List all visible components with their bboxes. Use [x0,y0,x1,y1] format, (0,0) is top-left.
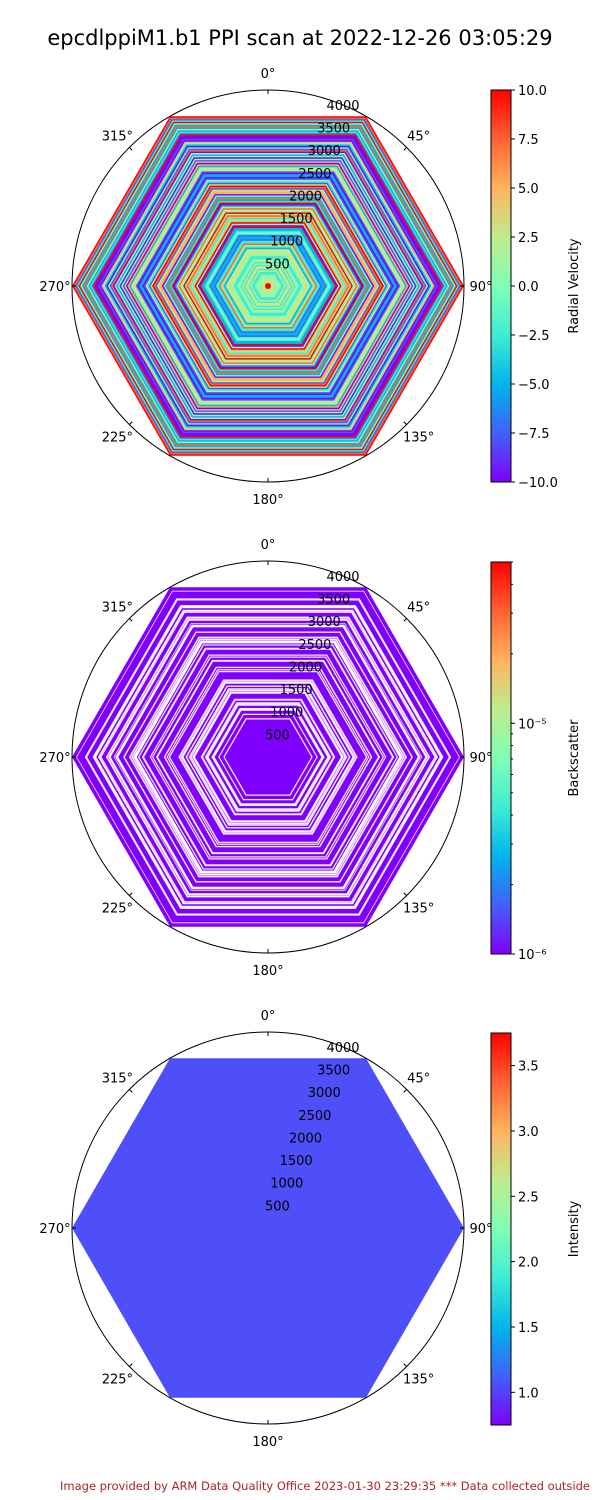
angle-tick [129,618,133,622]
radial-tick-label: 1000 [270,706,303,721]
colorbar-tick-label: 2.5 [518,1190,539,1205]
footer-credit: Image provided by ARM Data Quality Offic… [60,1479,590,1493]
radial-tick-label: 500 [265,257,290,272]
angle-label: 180° [252,1435,283,1450]
radial-tick-label: 3500 [317,122,350,137]
angle-label: 135° [403,1373,434,1388]
angle-label: 45° [407,600,430,615]
radial-tick-label: 2000 [289,189,322,204]
angle-label: 270° [39,751,70,766]
radial-tick-label: 1000 [270,1177,303,1192]
angle-label: 180° [252,964,283,979]
angle-tick [403,618,407,622]
ppi-panel-2: 0° 45° 90° 135° 180° 225° 270° 315° 500 1000 1500 2… [39,538,582,979]
ppi-data-area [72,1058,464,1398]
colorbar-tick-label: −5.0 [518,378,550,393]
radial-tick-label: 1500 [280,1154,313,1169]
radial-tick-label: 4000 [326,570,359,585]
colorbar-tick-label: 1.5 [518,1321,539,1336]
angle-label: 270° [39,1222,70,1237]
velocity-center [265,283,271,289]
colorbar-tick-label: 5.0 [518,182,539,197]
angle-label: 225° [102,431,133,446]
colorbar [490,1032,512,1426]
angle-label: 180° [252,493,283,508]
radial-tick-label: 500 [265,728,290,743]
radial-tick-label: 2500 [298,1109,331,1124]
radial-tick-label: 3000 [308,144,341,159]
figure-title: epcdlppiM1.b1 PPI scan at 2022-12-26 03:… [47,26,553,50]
radial-tick-label: 3500 [317,1064,350,1079]
colorbar-tick-label: 10⁻⁶ [518,948,547,963]
ppi-data-area [72,587,464,927]
angle-label: 90° [469,1222,492,1237]
angle-label: 45° [407,129,430,144]
radial-tick-label: 2000 [289,660,322,675]
angle-label: 0° [261,538,276,553]
colorbar-label: Backscatter [567,719,582,797]
colorbar-tick-label: 1.0 [518,1386,539,1401]
colorbar-tick-label: 2.0 [518,1256,539,1271]
colorbar [490,561,512,955]
backscatter-field [72,587,464,927]
angle-tick [129,421,133,425]
radial-tick-label: 3000 [308,615,341,630]
colorbar-tick-label: 7.5 [518,133,539,148]
colorbar-label: Intensity [567,1200,582,1257]
angle-label: 315° [102,1071,133,1086]
angle-tick [403,421,407,425]
angle-label: 135° [403,431,434,446]
angle-label: 225° [102,1373,133,1388]
radial-tick-label: 2500 [298,167,331,182]
colorbar-tick-label: −7.5 [518,427,550,442]
angle-label: 315° [102,129,133,144]
colorbar-tick-label: 2.5 [518,231,539,246]
angle-label: 270° [39,280,70,295]
radial-tick-label: 4000 [326,1041,359,1056]
radial-tick-label: 500 [265,1199,290,1214]
radial-tick-label: 1500 [280,212,313,227]
colorbar-tick-label: −2.5 [518,329,550,344]
angle-tick [129,1089,133,1093]
colorbar-tick-label: 10⁻⁵ [518,717,547,732]
angle-label: 45° [407,1071,430,1086]
angle-label: 135° [403,902,434,917]
angle-label: 0° [261,67,276,82]
ppi-panel-1: 0° 45° 90° 135° 180° 225° 270° 315° 500 1000 1500 2… [39,67,582,508]
angle-label: 0° [261,1009,276,1024]
angle-tick [129,892,133,896]
angle-tick [403,1089,407,1093]
colorbar-tick-label: 0.0 [518,280,539,295]
colorbar-tick-label: 3.5 [518,1060,539,1075]
radial-tick-label: 3500 [317,593,350,608]
angle-label: 225° [102,902,133,917]
colorbar-tick-label: 3.0 [518,1125,539,1140]
colorbar-tick-label: 10.0 [518,84,547,99]
angle-tick [129,147,133,151]
ppi-panel-3: 0° 45° 90° 135° 180° 225° 270° 315° 500 1000 1500 2… [39,1009,582,1450]
radial-tick-label: 2500 [298,638,331,653]
intensity-field [72,1058,464,1398]
radial-tick-label: 4000 [326,99,359,114]
colorbar-tick-label: −10.0 [518,476,558,491]
angle-label: 90° [469,280,492,295]
radial-tick-label: 1000 [270,235,303,250]
angle-tick [403,892,407,896]
colorbar [490,89,512,483]
radial-tick-label: 2000 [289,1131,322,1146]
radial-tick-label: 1500 [280,683,313,698]
angle-tick [129,1363,133,1367]
ppi-data-area [72,116,464,456]
angle-tick [403,147,407,151]
angle-tick [403,1363,407,1367]
colorbar-label: Radial Velocity [567,238,582,334]
radial-tick-label: 3000 [308,1086,341,1101]
angle-label: 90° [469,751,492,766]
angle-label: 315° [102,600,133,615]
